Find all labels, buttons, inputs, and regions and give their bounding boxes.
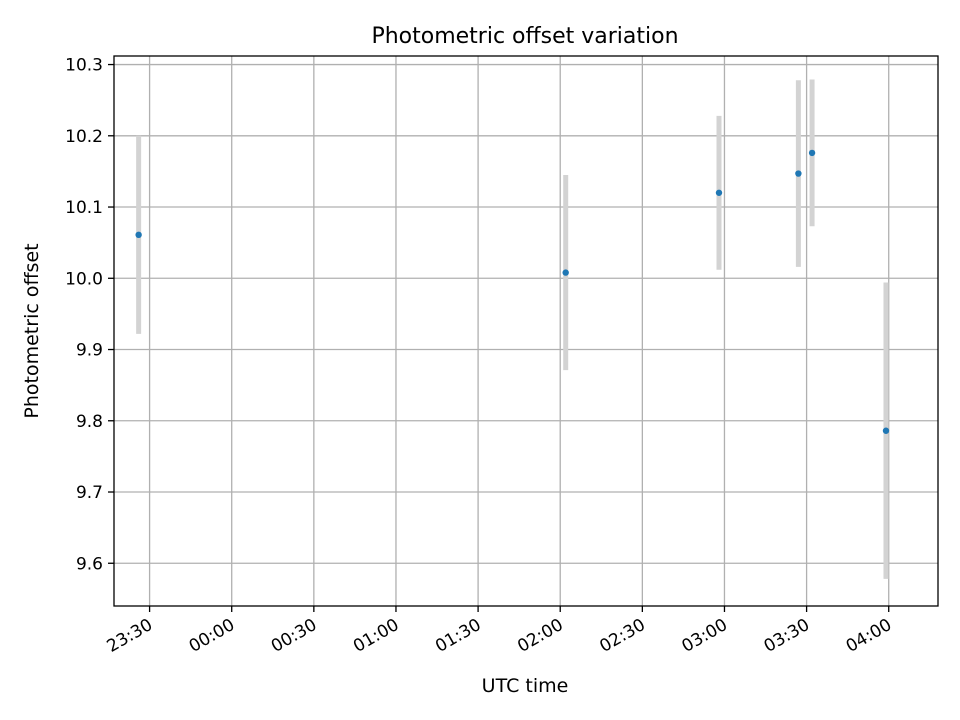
data-point bbox=[135, 231, 142, 239]
x-axis-label: UTC time bbox=[482, 675, 569, 697]
y-axis-ticks: 9.6 9.7 9.8 9.9 10.0 10.1 10.2 10.3 bbox=[65, 56, 114, 574]
data-point bbox=[715, 189, 723, 196]
chart-title: Photometric offset variation bbox=[371, 24, 678, 49]
plot-frame bbox=[113, 55, 939, 607]
grid bbox=[114, 56, 938, 606]
y-tick-label: 10.1 bbox=[65, 198, 103, 218]
data-point bbox=[882, 427, 890, 434]
data-point bbox=[795, 170, 802, 177]
data-points bbox=[135, 149, 890, 434]
data-point bbox=[562, 269, 569, 276]
y-tick-label: 9.7 bbox=[76, 483, 103, 503]
data-point bbox=[808, 149, 816, 157]
y-tick-label: 9.6 bbox=[76, 554, 103, 574]
y-axis-label: Photometric offset bbox=[21, 243, 43, 418]
y-tick-label: 9.8 bbox=[76, 412, 103, 432]
y-tick-label: 10.3 bbox=[65, 56, 103, 76]
y-tick-label: 10.2 bbox=[65, 127, 103, 147]
y-tick-label: 9.9 bbox=[76, 341, 103, 361]
y-tick-label: 10.0 bbox=[65, 269, 103, 289]
